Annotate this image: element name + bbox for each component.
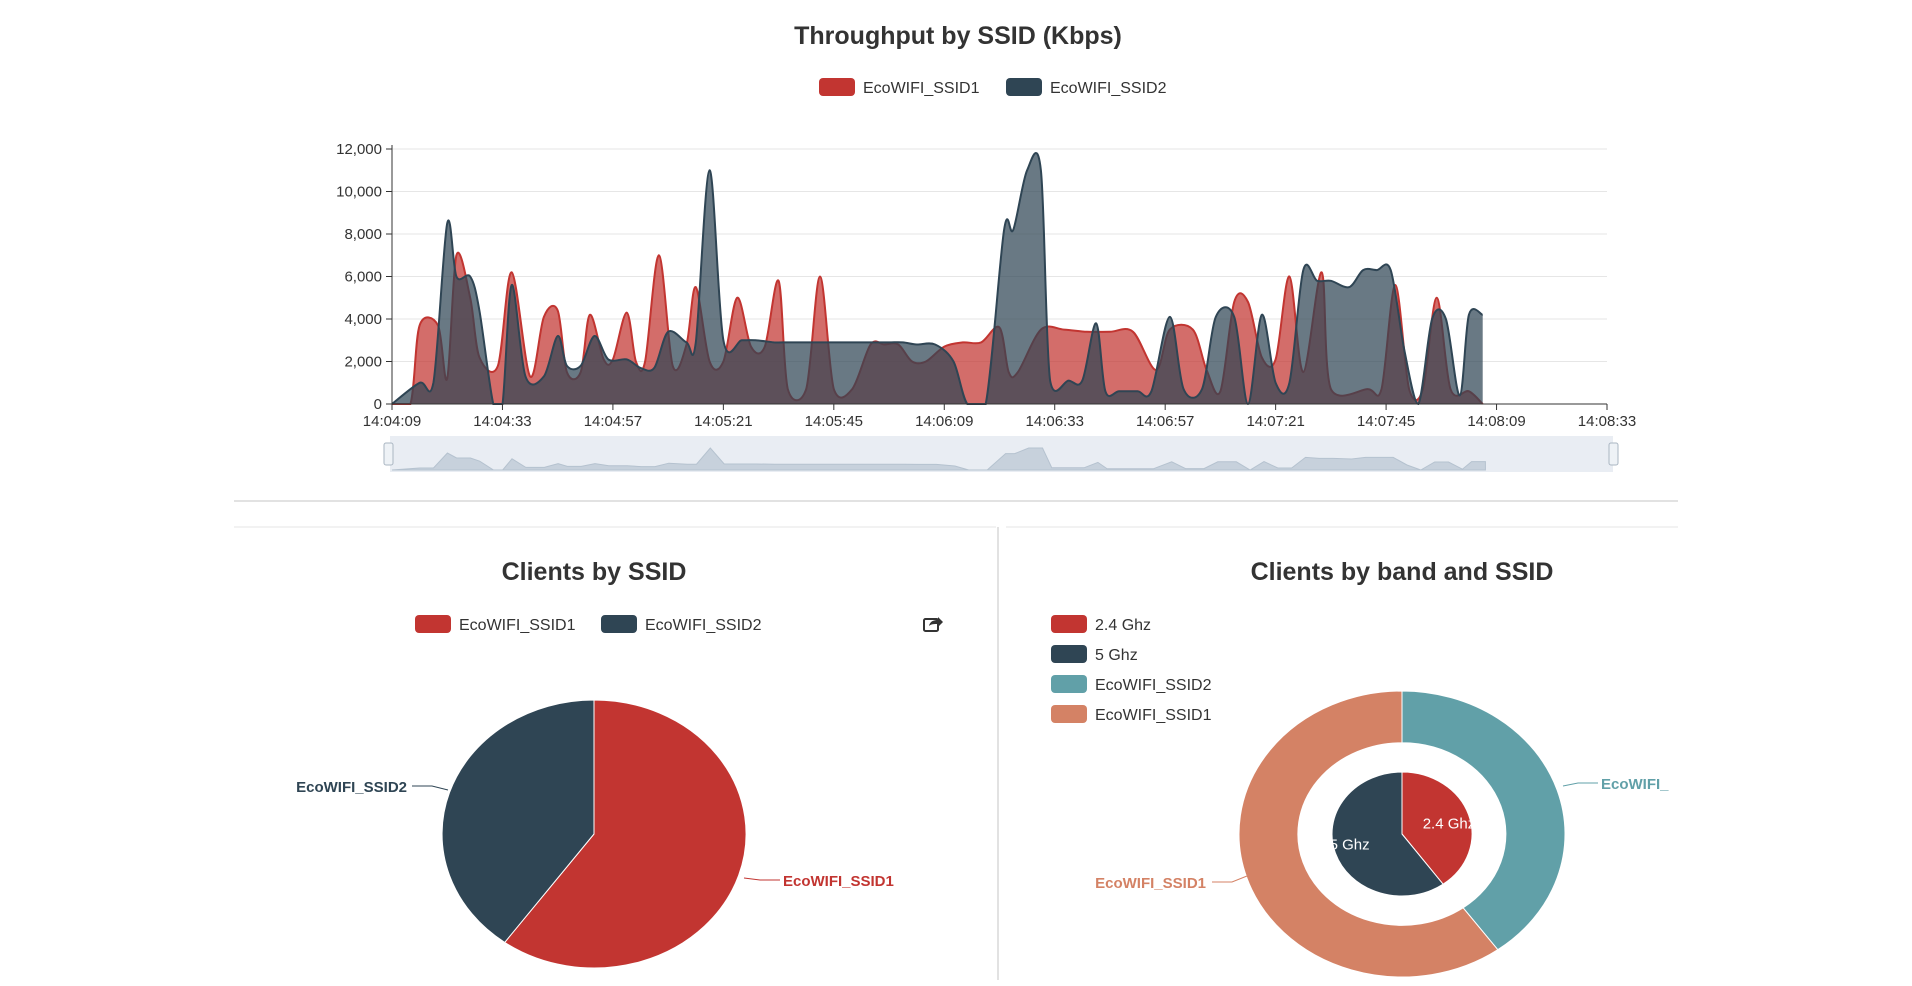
inner-slice-label-2: 5 Ghz [1330,837,1370,854]
band-legend-label-5ghz: 5 Ghz [1095,647,1138,664]
x-tick-label: 14:04:09 [363,413,421,430]
leader-line-ssid1 [743,877,780,881]
x-tick-label: 14:07:45 [1357,413,1415,430]
clients-pie-slice-2[interactable] [441,699,595,944]
legend-swatch-ssid2 [1006,78,1042,96]
x-tick-label: 14:06:57 [1136,413,1194,430]
clients-pie: EcoWIFI_SSID1 EcoWIFI_SSID2 [296,699,894,969]
throughput-legend: EcoWIFI_SSID1 EcoWIFI_SSID2 [819,78,1167,97]
zoom-handle-left[interactable] [383,442,394,466]
band-legend-item-24ghz[interactable]: 2.4 Ghz [1051,615,1151,634]
zoom-preview-shape [391,447,1486,471]
band-legend-swatch-5ghz [1051,645,1087,663]
clients-legend-item-ssid2[interactable]: EcoWIFI_SSID2 [601,615,762,634]
band-legend: 2.4 Ghz 5 Ghz EcoWIFI_SSID2 EcoWIFI_SSID… [1051,615,1212,724]
x-tick-label: 14:04:33 [473,413,531,430]
band-legend-label-ssid1: EcoWIFI_SSID1 [1095,707,1212,724]
slice-label-ssid2: EcoWIFI_SSID2 [296,779,407,796]
legend-item-ssid2[interactable]: EcoWIFI_SSID2 [1006,78,1167,97]
x-tick-label: 14:04:57 [584,413,642,430]
series-line-2 [391,152,1484,406]
x-tick-label: 14:05:21 [694,413,752,430]
outer-label-ssid2: EcoWIFI_ [1601,776,1669,793]
axes: 0 2,000 4,000 6,000 8,000 10,000 12,000 14:04:0… [336,141,1636,430]
y-tick-label: 12,000 [336,141,382,158]
leader-line-outer-ssid2 [1562,782,1598,787]
leader-line-outer-ssid1 [1212,875,1248,883]
legend-swatch-ssid1 [819,78,855,96]
plot-area [391,152,1484,406]
clients-by-ssid-chart: Clients by SSID EcoWIFI_SSID1 EcoWIFI_SS… [296,558,943,969]
clients-pie-slice-1[interactable] [503,699,747,969]
x-tick-label: 14:07:21 [1246,413,1304,430]
y-tick-label: 8,000 [344,226,382,243]
band-legend-swatch-24ghz [1051,615,1087,633]
band-inner-slice-2[interactable] [1331,771,1444,897]
clients-legend: EcoWIFI_SSID1 EcoWIFI_SSID2 [415,615,762,634]
band-legend-item-ssid2[interactable]: EcoWIFI_SSID2 [1051,675,1212,694]
y-tick-label: 6,000 [344,269,382,286]
band-outer-slice-2[interactable] [1238,690,1499,978]
leader-line-ssid2 [412,785,449,791]
data-zoom-slider[interactable] [383,436,1619,472]
zoom-handle-right[interactable] [1608,442,1619,466]
x-tick-label: 14:06:33 [1026,413,1084,430]
band-legend-swatch-ssid1 [1051,705,1087,723]
clients-by-band-title: Clients by band and SSID [1251,558,1554,586]
inner-slice-label-1: 2.4 Ghz [1423,815,1476,832]
outer-label-ssid1: EcoWIFI_SSID1 [1095,875,1206,892]
band-legend-swatch-ssid2 [1051,675,1087,693]
throughput-title: Throughput by SSID (Kbps) [794,22,1122,50]
series-area-2 [392,152,1483,404]
band-legend-label-ssid2: EcoWIFI_SSID2 [1095,677,1212,694]
legend-label-ssid1: EcoWIFI_SSID1 [863,80,980,97]
clients-by-band-chart: Clients by band and SSID 2.4 Ghz 5 Ghz E… [1051,558,1669,978]
clients-legend-label-ssid2: EcoWIFI_SSID2 [645,617,762,634]
clients-legend-swatch-ssid1 [415,615,451,633]
clients-legend-label-ssid1: EcoWIFI_SSID1 [459,617,576,634]
clients-by-ssid-title: Clients by SSID [502,558,687,586]
band-legend-item-5ghz[interactable]: 5 Ghz [1051,645,1138,664]
band-legend-item-ssid1[interactable]: EcoWIFI_SSID1 [1051,705,1212,724]
y-tick-label: 0 [374,396,382,413]
x-tick-label: 14:06:09 [915,413,973,430]
share-icon[interactable] [923,617,943,632]
clients-legend-item-ssid1[interactable]: EcoWIFI_SSID1 [415,615,576,634]
band-legend-label-24ghz: 2.4 Ghz [1095,617,1151,634]
band-donut: 2.4 Ghz 5 Ghz EcoWIFI_ EcoWIFI_SSID1 [1095,690,1669,978]
legend-item-ssid1[interactable]: EcoWIFI_SSID1 [819,78,980,97]
band-inner-slice-1[interactable] [1401,771,1473,885]
x-tick-label: 14:08:09 [1467,413,1525,430]
band-outer-slice-1[interactable] [1401,690,1566,951]
legend-label-ssid2: EcoWIFI_SSID2 [1050,80,1167,97]
y-tick-label: 4,000 [344,311,382,328]
y-tick-label: 2,000 [344,354,382,371]
x-tick-label: 14:05:45 [805,413,863,430]
y-tick-label: 10,000 [336,184,382,201]
clients-legend-swatch-ssid2 [601,615,637,633]
x-tick-label: 14:08:33 [1578,413,1636,430]
throughput-chart: Throughput by SSID (Kbps) EcoWIFI_SSID1 … [336,22,1636,472]
slice-label-ssid1: EcoWIFI_SSID1 [783,873,894,890]
